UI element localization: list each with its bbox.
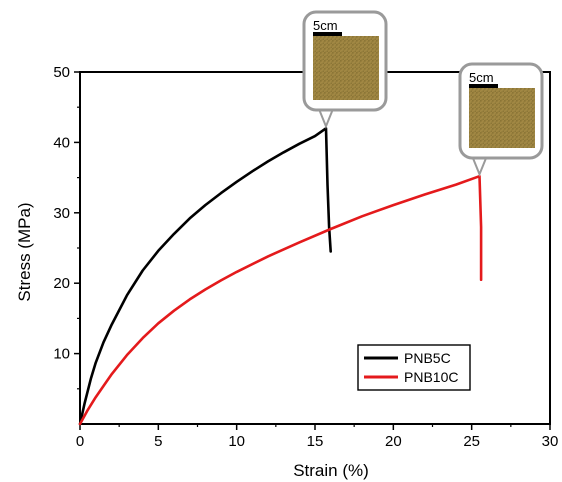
sample-callout: 5cm xyxy=(458,62,544,177)
scale-bar-label: 5cm xyxy=(313,18,338,33)
x-tick-label: 20 xyxy=(385,433,402,450)
scale-bar-label: 5cm xyxy=(469,70,494,85)
legend-label: PNB10C xyxy=(404,369,458,385)
sample-photo xyxy=(469,88,535,148)
y-tick-label: 50 xyxy=(53,64,70,81)
series-line-pnb5c xyxy=(78,127,332,426)
legend-box xyxy=(357,344,471,391)
x-tick-label: 15 xyxy=(307,433,324,450)
x-tick-label: 25 xyxy=(463,433,480,450)
sample-photo xyxy=(313,36,379,100)
x-tick-label: 0 xyxy=(76,433,84,450)
x-tick-label: 5 xyxy=(154,433,162,450)
series-line-pnb10c xyxy=(78,174,483,426)
x-tick-label: 30 xyxy=(542,433,559,450)
y-tick-label: 10 xyxy=(53,346,70,363)
legend-label: PNB5C xyxy=(404,350,451,366)
x-tick-label: 10 xyxy=(228,433,245,450)
sample-callout: 5cm xyxy=(302,10,388,129)
x-axis-label: Strain (%) xyxy=(293,461,369,480)
y-tick-label: 30 xyxy=(53,205,70,222)
y-axis-label: Stress (MPa) xyxy=(15,202,34,301)
y-tick-label: 40 xyxy=(53,134,70,151)
y-tick-label: 20 xyxy=(53,275,70,292)
